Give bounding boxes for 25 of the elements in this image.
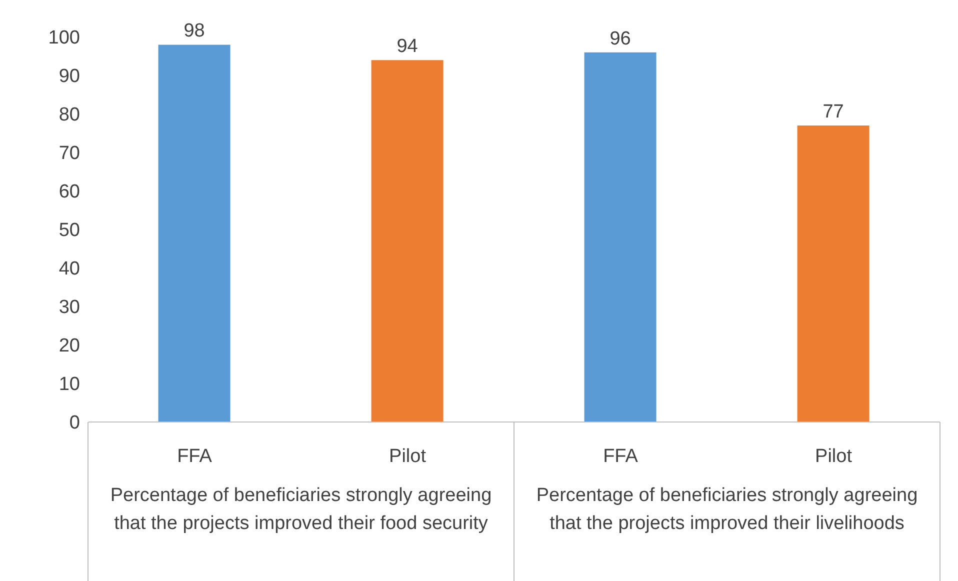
data-label: 96: [610, 28, 631, 50]
y-tick-label: 10: [58, 374, 80, 396]
y-tick-label: 20: [58, 336, 80, 357]
y-tick-label: 0: [69, 412, 80, 434]
bar: [158, 44, 230, 422]
x-tick-label: Pilot: [389, 446, 427, 467]
data-label: 98: [184, 20, 205, 42]
y-tick-label: 60: [58, 182, 80, 203]
y-tick-label: 70: [58, 143, 80, 164]
bar: [584, 52, 656, 422]
data-label: 77: [822, 102, 844, 123]
y-tick-label: 40: [58, 258, 80, 280]
bar: [371, 60, 444, 422]
y-tick-label: 50: [58, 220, 80, 242]
text: Percentage of beneficiaries strongly agreeing that the projects improved their food security: [109, 484, 493, 536]
x-tick-label: Pilot: [815, 446, 853, 467]
y-tick-label: 80: [58, 104, 80, 126]
bar: [797, 126, 870, 422]
data-label: 94: [396, 36, 418, 58]
y-tick-label: 100: [48, 28, 80, 49]
text: Percentage of beneficiaries strongly agreeing that the projects improved their livelihoods: [535, 484, 919, 536]
y-tick-label: 30: [58, 297, 80, 318]
y-tick-label: 90: [58, 66, 80, 88]
x-tick-label: FFA: [603, 446, 638, 467]
x-tick-label: FFA: [177, 446, 212, 467]
